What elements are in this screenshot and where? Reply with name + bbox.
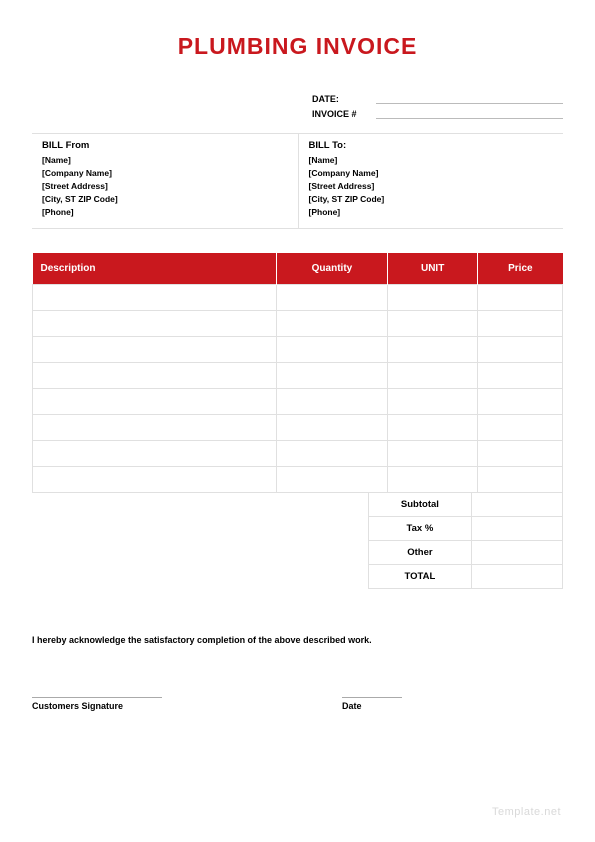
table-cell[interactable] xyxy=(276,337,387,363)
table-cell[interactable] xyxy=(276,285,387,311)
table-cell[interactable] xyxy=(276,389,387,415)
table-row xyxy=(33,285,563,311)
other-row: Other xyxy=(369,541,563,565)
table-cell[interactable] xyxy=(388,363,478,389)
items-header-row: Description Quantity UNIT Price xyxy=(33,253,563,285)
invoice-number-input-line[interactable] xyxy=(376,107,563,119)
table-cell[interactable] xyxy=(276,415,387,441)
col-price: Price xyxy=(478,253,563,285)
table-cell[interactable] xyxy=(33,441,277,467)
date-signature-label: Date xyxy=(342,701,402,711)
meta-block: DATE: INVOICE # xyxy=(312,92,563,119)
table-cell[interactable] xyxy=(33,337,277,363)
table-cell[interactable] xyxy=(33,311,277,337)
table-cell[interactable] xyxy=(478,285,563,311)
total-row: TOTAL xyxy=(369,565,563,589)
subtotal-label: Subtotal xyxy=(369,493,472,517)
table-cell[interactable] xyxy=(478,337,563,363)
table-cell[interactable] xyxy=(33,363,277,389)
table-cell[interactable] xyxy=(478,363,563,389)
date-signature-block: Date xyxy=(342,697,402,711)
tax-row: Tax % xyxy=(369,517,563,541)
tax-label: Tax % xyxy=(369,517,472,541)
table-row xyxy=(33,415,563,441)
table-cell[interactable] xyxy=(388,389,478,415)
totals-table: Subtotal Tax % Other TOTAL xyxy=(368,492,563,589)
table-cell[interactable] xyxy=(478,311,563,337)
customer-signature-label: Customers Signature xyxy=(32,701,162,711)
bill-from-heading: BILL From xyxy=(42,140,288,151)
table-cell[interactable] xyxy=(276,467,387,493)
col-description: Description xyxy=(33,253,277,285)
customer-signature-line[interactable] xyxy=(32,697,162,698)
bill-from-phone[interactable]: [Phone] xyxy=(42,207,288,217)
page-title: PLUMBING INVOICE xyxy=(32,33,563,60)
date-signature-line[interactable] xyxy=(342,697,402,698)
signature-row: Customers Signature Date xyxy=(32,697,563,711)
table-cell[interactable] xyxy=(388,441,478,467)
table-cell[interactable] xyxy=(388,415,478,441)
bill-from-name[interactable]: [Name] xyxy=(42,155,288,165)
bill-to-name[interactable]: [Name] xyxy=(309,155,554,165)
table-cell[interactable] xyxy=(478,415,563,441)
table-cell[interactable] xyxy=(276,363,387,389)
bill-to-city[interactable]: [City, ST ZIP Code] xyxy=(309,194,554,204)
customer-signature-block: Customers Signature xyxy=(32,697,162,711)
table-cell[interactable] xyxy=(388,467,478,493)
table-cell[interactable] xyxy=(388,285,478,311)
col-quantity: Quantity xyxy=(276,253,387,285)
table-row xyxy=(33,311,563,337)
bill-to-heading: BILL To: xyxy=(309,140,554,151)
bill-to-col: BILL To: [Name] [Company Name] [Street A… xyxy=(298,134,564,228)
bill-from-street[interactable]: [Street Address] xyxy=(42,181,288,191)
bill-section: BILL From [Name] [Company Name] [Street … xyxy=(32,133,563,229)
invoice-number-label: INVOICE # xyxy=(312,109,372,119)
table-row xyxy=(33,467,563,493)
table-cell[interactable] xyxy=(388,337,478,363)
table-row xyxy=(33,363,563,389)
table-row xyxy=(33,389,563,415)
acknowledgement-text: I hereby acknowledge the satisfactory co… xyxy=(32,635,563,645)
table-cell[interactable] xyxy=(478,467,563,493)
subtotal-row: Subtotal xyxy=(369,493,563,517)
other-value[interactable] xyxy=(471,541,562,565)
other-label: Other xyxy=(369,541,472,565)
total-value[interactable] xyxy=(471,565,562,589)
col-unit: UNIT xyxy=(388,253,478,285)
table-cell[interactable] xyxy=(388,311,478,337)
table-cell[interactable] xyxy=(276,441,387,467)
table-cell[interactable] xyxy=(33,415,277,441)
table-cell[interactable] xyxy=(478,389,563,415)
bill-from-city[interactable]: [City, ST ZIP Code] xyxy=(42,194,288,204)
table-cell[interactable] xyxy=(478,441,563,467)
date-input-line[interactable] xyxy=(376,92,563,104)
table-cell[interactable] xyxy=(33,467,277,493)
bill-from-col: BILL From [Name] [Company Name] [Street … xyxy=(32,134,298,228)
table-row xyxy=(33,441,563,467)
watermark: Template.net xyxy=(492,806,561,818)
bill-to-company[interactable]: [Company Name] xyxy=(309,168,554,178)
date-label: DATE: xyxy=(312,94,372,104)
meta-date-row: DATE: xyxy=(312,92,563,104)
bill-from-company[interactable]: [Company Name] xyxy=(42,168,288,178)
total-label: TOTAL xyxy=(369,565,472,589)
subtotal-value[interactable] xyxy=(471,493,562,517)
table-cell[interactable] xyxy=(33,389,277,415)
bill-to-phone[interactable]: [Phone] xyxy=(309,207,554,217)
table-cell[interactable] xyxy=(276,311,387,337)
meta-invoice-row: INVOICE # xyxy=(312,107,563,119)
items-table: Description Quantity UNIT Price xyxy=(32,253,563,493)
tax-value[interactable] xyxy=(471,517,562,541)
table-row xyxy=(33,337,563,363)
bill-to-street[interactable]: [Street Address] xyxy=(309,181,554,191)
table-cell[interactable] xyxy=(33,285,277,311)
